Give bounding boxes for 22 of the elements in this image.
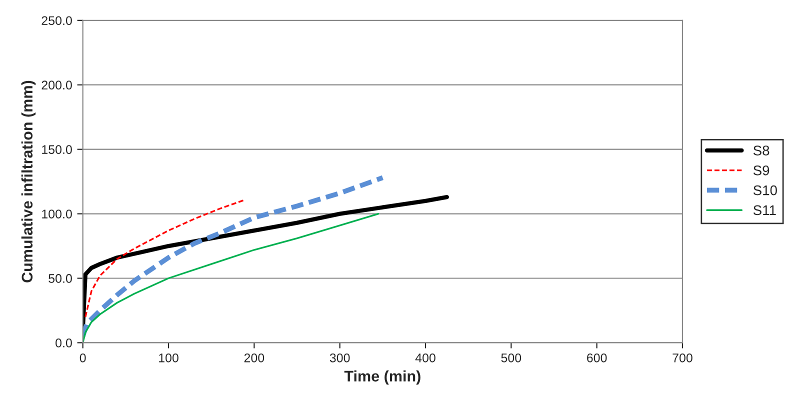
x-tick-label: 0: [80, 353, 86, 362]
x-axis-title: Time (min): [344, 370, 420, 385]
x-tick-label: 300: [330, 353, 350, 362]
legend-label: S10: [753, 185, 777, 196]
x-tick-label: 600: [587, 353, 607, 362]
x-tick-label: 100: [159, 353, 178, 362]
y-tick-label: 250.0: [42, 16, 72, 26]
x-tick-label: 700: [672, 353, 692, 362]
x-tick-label: 200: [244, 353, 264, 362]
legend-label: S8: [753, 146, 770, 156]
y-tick-label: 200.0: [42, 80, 72, 90]
legend-label: S11: [753, 205, 776, 216]
line-series: [82, 212, 380, 343]
y-tick-label: 0.0: [56, 338, 72, 348]
y-tick-label: 50.0: [48, 274, 72, 283]
y-axis-title: Cumulative infiltration (mm): [21, 80, 36, 282]
y-tick-label: 100.0: [42, 210, 72, 218]
line-series: [84, 198, 246, 318]
legend-label: S9: [753, 166, 770, 176]
x-tick-label: 400: [415, 353, 436, 362]
x-tick-label: 500: [501, 353, 522, 362]
y-tick-label: 150.0: [42, 145, 72, 154]
